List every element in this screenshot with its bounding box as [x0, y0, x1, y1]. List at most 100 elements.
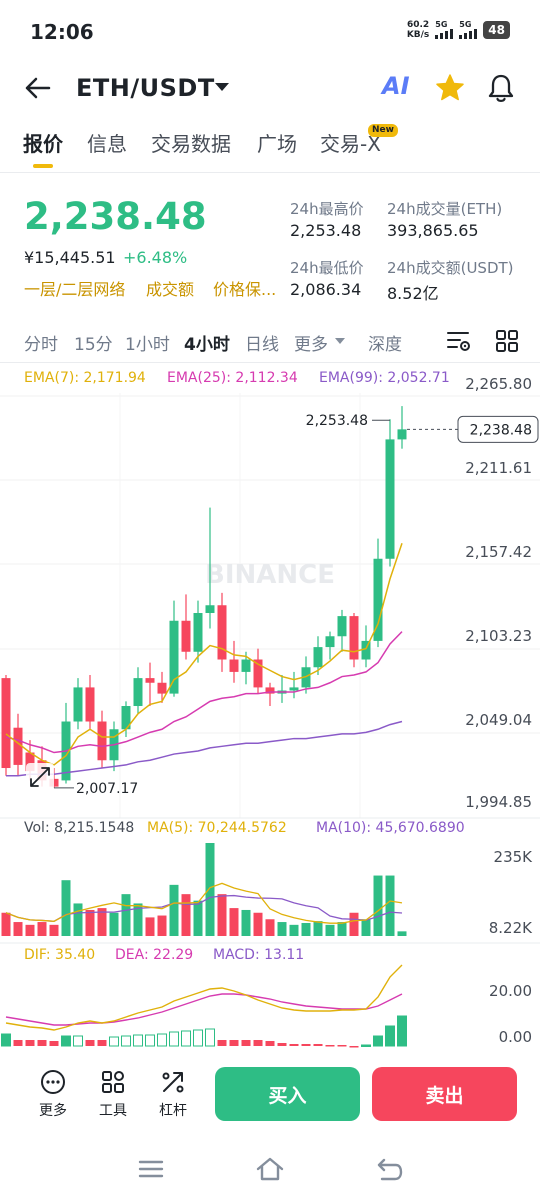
header: ETH/USDT AI [0, 62, 540, 116]
volume-bar [181, 894, 191, 936]
home-icon[interactable] [255, 1156, 285, 1182]
tag-turnover[interactable]: 成交额 [146, 280, 195, 299]
volume-bar [289, 924, 299, 936]
candle-body [121, 706, 131, 730]
volume-bar [373, 875, 383, 936]
interval-4h[interactable]: 4小时 [184, 335, 230, 355]
macd-bar [181, 1030, 191, 1047]
macd-bar [313, 1044, 323, 1046]
sell-button[interactable]: 卖出 [372, 1067, 517, 1121]
menu-icon[interactable] [136, 1156, 166, 1182]
volume-bar [61, 880, 71, 936]
macd-bar [133, 1034, 143, 1047]
candle-body [337, 616, 347, 637]
signal-icon-2: 5G [459, 21, 478, 39]
tools-button[interactable]: 工具 [88, 1068, 138, 1120]
tools-grid-icon [102, 1071, 124, 1093]
candle-body [265, 687, 275, 694]
volume-bar [1, 912, 11, 936]
macd-bar [1, 1033, 11, 1047]
layout-grid-icon[interactable] [494, 328, 520, 354]
interval-more[interactable]: 更多 [294, 335, 328, 355]
chart-settings-icon[interactable] [446, 328, 472, 354]
macd-bar [85, 1040, 95, 1046]
vol-usdt-value: 8.52亿 [387, 284, 439, 303]
candle-body [205, 605, 215, 614]
price-axis-label: 2,265.80 [465, 375, 532, 393]
status-bar: 12:06 60.2 KB/s 5G 5G 48 [0, 0, 540, 62]
macd-bar [169, 1031, 179, 1047]
tab-trading-data[interactable]: 交易数据 [151, 132, 231, 156]
candle-body [397, 429, 407, 440]
candle-body [133, 678, 143, 707]
macd-bar [241, 1040, 251, 1046]
macd-bar [97, 1040, 107, 1046]
bottom-action-bar: 更多 工具 杠杆 买入 卖出 [0, 1060, 540, 1140]
tab-info[interactable]: 信息 [87, 132, 127, 156]
macd-bar [337, 1045, 347, 1047]
candle-body [313, 647, 323, 668]
volume-bar [301, 922, 311, 936]
volume-bar [169, 884, 179, 936]
volume-bar [217, 894, 227, 936]
pair-title[interactable]: ETH/USDT [76, 74, 215, 102]
macd-bar [61, 1035, 71, 1047]
price-change: +6.48% [123, 248, 188, 267]
interval-15m[interactable]: 15分 [74, 335, 113, 355]
tag-price-protect[interactable]: 价格保... [213, 280, 277, 299]
current-price-label: 2,238.48 [470, 422, 532, 438]
candle-body [301, 667, 311, 688]
candle-body [85, 687, 95, 722]
price-axis-label: 2,049.04 [465, 711, 532, 729]
bell-icon[interactable] [486, 72, 516, 104]
volume-bar [37, 922, 47, 936]
interval-1d[interactable]: 日线 [245, 335, 279, 355]
volume-bar [133, 903, 143, 936]
candle-body [193, 613, 203, 652]
tab-quote[interactable]: 报价 [23, 132, 63, 156]
volume-bar [13, 922, 23, 936]
divider [0, 362, 540, 363]
macd-bar [361, 1044, 371, 1047]
interval-depth[interactable]: 深度 [368, 335, 402, 355]
more-button[interactable]: 更多 [28, 1068, 78, 1120]
candle-body [385, 439, 395, 559]
price-axis-label: 2,211.61 [465, 459, 532, 477]
volume-bar [253, 912, 263, 936]
battery-icon: 48 [483, 21, 510, 39]
macd-bar [349, 1046, 359, 1048]
ema7-readout: EMA(7): 2,171.94 [24, 370, 146, 386]
volume-bar [145, 917, 155, 936]
tag-layer-network[interactable]: 一层/二层网络 [24, 280, 126, 299]
volume-bar [385, 875, 395, 936]
high-label: 24h最高价 [290, 200, 364, 218]
ma10-readout: MA(10): 45,670.6890 [316, 820, 465, 836]
macd-bar [109, 1036, 119, 1047]
candlestick-chart[interactable]: BINANCE 2,265.80 2,211.61 2,157.42 2,103.23 2… [0, 363, 540, 1060]
tab-square[interactable]: 广场 [257, 132, 297, 156]
star-icon[interactable] [434, 72, 466, 104]
candle-body [217, 605, 227, 660]
back-icon[interactable] [374, 1156, 404, 1182]
macd-bar [49, 1041, 59, 1046]
volume-bar [313, 921, 323, 936]
macd-axis-label: 0.00 [499, 1028, 532, 1046]
macd-bar [301, 1044, 311, 1046]
price-cny: ¥15,445.51 [24, 248, 116, 267]
chevron-down-icon[interactable] [214, 81, 230, 93]
dea-readout: DEA: 22.29 [115, 947, 194, 963]
buy-button[interactable]: 买入 [215, 1067, 360, 1121]
low-marker-label: 2,007.17 [76, 781, 138, 797]
back-arrow-icon[interactable] [24, 76, 52, 100]
volume-bar [397, 931, 407, 936]
macd-readout: MACD: 13.11 [213, 947, 305, 963]
candle-body [325, 636, 335, 648]
ema25-line [5, 631, 403, 754]
leverage-button[interactable]: 杠杆 [148, 1068, 198, 1120]
ai-icon[interactable]: AI [382, 72, 410, 100]
macd-bar [229, 1040, 239, 1046]
macd-bar [217, 1040, 227, 1046]
price-axis-label: 2,103.23 [465, 627, 532, 645]
interval-1h[interactable]: 1小时 [125, 335, 170, 355]
interval-line[interactable]: 分时 [24, 335, 58, 355]
